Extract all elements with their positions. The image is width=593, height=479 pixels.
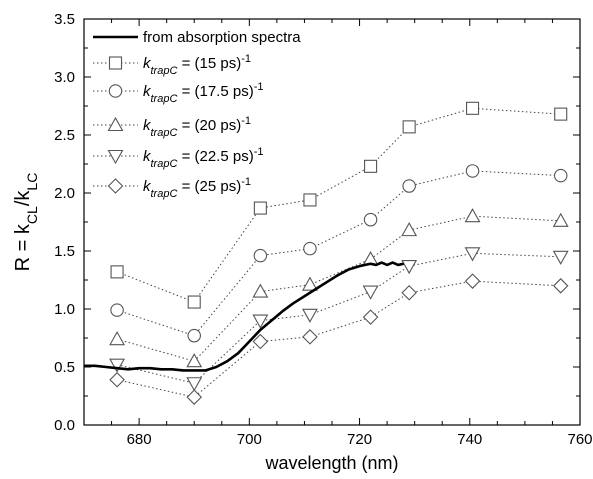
x-tick-label: 700 <box>237 431 262 448</box>
data-point-square <box>253 201 267 215</box>
y-tick-label: 3.5 <box>54 11 75 28</box>
data-point-triangle-up <box>302 276 318 291</box>
legend-marker-diamond <box>107 178 124 194</box>
data-point-triangle-down <box>552 250 569 265</box>
legend-label: ktrapC = (22.5 ps)-1 <box>143 146 263 170</box>
legend-entry: ktrapC = (20 ps)-1 <box>93 115 251 139</box>
series-line-circle <box>116 170 561 337</box>
series-layer <box>84 101 569 405</box>
data-point-triangle-up <box>552 212 569 227</box>
data-point-triangle-down <box>401 260 418 275</box>
plot-area: from absorption spectra ktrapC = (15 ps)-… <box>83 18 581 426</box>
data-point-triangle-down <box>302 308 318 323</box>
y-tick-label: 2.0 <box>54 185 75 202</box>
x-tick-label: 740 <box>457 431 482 448</box>
legend-label: ktrapC = (17.5 ps)-1 <box>143 81 263 105</box>
legend-marker-triangle-down <box>107 149 124 165</box>
legend-marker-square <box>108 56 123 70</box>
legend: from absorption spectra ktrapC = (15 ps)-… <box>93 29 301 200</box>
data-point-triangle-up <box>401 221 418 237</box>
data-point-square <box>303 193 317 207</box>
series-line-triangle-down <box>116 252 561 384</box>
data-point-diamond <box>109 371 125 388</box>
data-point-circle <box>553 168 568 183</box>
data-point-circle <box>110 303 124 317</box>
data-point-circle <box>253 248 268 263</box>
absorption-spectra-curve <box>84 261 404 372</box>
y-axis-label-text: R = kCL/kLC <box>12 173 40 272</box>
series-triangle-down <box>109 247 569 392</box>
data-point-square <box>465 101 480 115</box>
series-line-square <box>116 107 561 303</box>
data-point-diamond <box>401 284 417 301</box>
data-point-triangle-down <box>362 285 379 300</box>
legend-entry: ktrapC = (15 ps)-1 <box>93 53 251 77</box>
legend-entry: from absorption spectra <box>93 29 301 46</box>
data-point-triangle-down <box>186 377 203 392</box>
data-point-square <box>402 120 416 134</box>
legend-marker-circle <box>108 84 123 98</box>
series-line-triangle-up <box>116 215 561 362</box>
x-tick-label: 680 <box>127 431 152 448</box>
series-triangle-up <box>109 208 569 368</box>
y-tick-labels: 0.0 0.5 1.0 1.5 2.0 2.5 3.0 3.5 <box>54 11 75 434</box>
x-tick-labels: 680 700 720 740 760 <box>127 431 593 448</box>
data-point-circle <box>363 212 378 227</box>
data-point-triangle-up <box>252 283 269 298</box>
legend-entry: ktrapC = (17.5 ps)-1 <box>93 81 263 105</box>
legend-label: ktrapC = (25 ps)-1 <box>143 176 251 200</box>
y-tick-label: 1.5 <box>54 243 75 260</box>
legend-entry: ktrapC = (25 ps)-1 <box>93 176 251 200</box>
y-tick-label: 1.0 <box>54 301 75 318</box>
y-tick-label: 3.0 <box>54 69 75 86</box>
plot-frame <box>83 18 581 426</box>
data-point-diamond <box>464 273 481 289</box>
x-axis-label: wavelength (nm) <box>264 453 398 473</box>
data-point-square <box>187 295 201 309</box>
data-point-diamond <box>362 309 379 325</box>
series-circle <box>110 164 568 343</box>
data-point-diamond <box>302 329 318 345</box>
legend-marker-triangle-up <box>107 116 124 132</box>
axis-ticks <box>83 18 581 426</box>
data-point-triangle-down <box>109 358 126 373</box>
legend-label: from absorption spectra <box>143 29 301 46</box>
x-tick-label: 760 <box>567 431 592 448</box>
data-point-triangle-up <box>186 353 203 368</box>
data-point-triangle-down <box>252 314 269 329</box>
data-point-circle <box>402 179 416 193</box>
legend-label: ktrapC = (15 ps)-1 <box>143 53 251 77</box>
data-point-square <box>110 265 124 279</box>
data-point-square <box>554 107 568 121</box>
data-point-triangle-down <box>464 247 481 262</box>
series-diamond <box>109 273 569 405</box>
y-tick-label: 2.5 <box>54 127 75 144</box>
data-point-diamond <box>252 333 269 350</box>
legend-entry: ktrapC = (22.5 ps)-1 <box>93 146 263 170</box>
y-tick-label: 0.5 <box>54 359 75 376</box>
y-axis-label: R = kCL/kLC <box>12 173 40 272</box>
legend-label: ktrapC = (20 ps)-1 <box>143 115 251 139</box>
data-point-circle <box>187 328 201 343</box>
data-point-triangle-up <box>464 208 481 223</box>
series-line-diamond <box>116 280 561 398</box>
data-point-triangle-up <box>109 331 126 346</box>
data-point-diamond <box>552 278 569 294</box>
x-tick-label: 720 <box>347 431 372 448</box>
data-point-circle <box>465 164 480 178</box>
y-tick-label: 0.0 <box>54 417 75 434</box>
data-point-circle <box>303 241 317 256</box>
data-point-square <box>364 159 378 173</box>
series-square <box>110 101 568 309</box>
data-point-diamond <box>186 389 203 405</box>
